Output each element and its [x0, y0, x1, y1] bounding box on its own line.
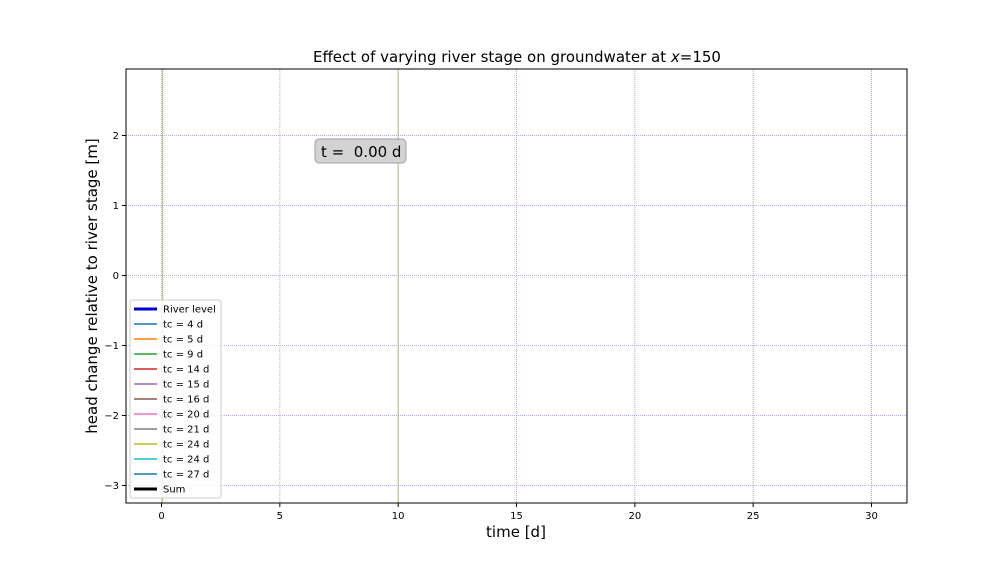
legend-label: tc = 14 d: [163, 365, 209, 376]
y-tick-label: −3: [104, 481, 119, 492]
legend-item: tc = 20 d: [134, 410, 209, 421]
time-annotation-text: t = 0.00 d: [321, 143, 401, 161]
y-tick-label: −2: [104, 411, 119, 422]
time-annotation: t = 0.00 d: [314, 138, 407, 164]
legend-label: tc = 9 d: [163, 350, 203, 361]
legend-item: tc = 4 d: [134, 320, 203, 331]
legend-items: River level tc = 4 d tc = 5 d tc = 9 d tc = …: [134, 305, 216, 496]
legend-label: tc = 16 d: [163, 395, 209, 406]
time-annotation-box: [314, 138, 407, 164]
x-tick-label: 0: [158, 511, 164, 522]
legend-label: tc = 24 d: [163, 455, 209, 466]
legend-item: River level: [134, 305, 216, 316]
legend-item: tc = 5 d: [134, 335, 203, 346]
y-tick-label: 0: [113, 271, 119, 282]
x-tick-label: 10: [392, 511, 405, 522]
x-tick-label: 5: [277, 511, 283, 522]
y-tick-label: 1: [113, 201, 119, 212]
legend-item: tc = 9 d: [134, 350, 203, 361]
x-tick-label: 25: [747, 511, 760, 522]
legend-label: tc = 21 d: [163, 425, 209, 436]
legend-item: tc = 24 d: [134, 455, 209, 466]
y-tick-label: 2: [113, 131, 119, 142]
legend: River level tc = 4 d tc = 5 d tc = 9 d tc = …: [129, 299, 222, 499]
legend-label: tc = 15 d: [163, 380, 209, 391]
x-axis-title: time [d]: [486, 523, 546, 541]
legend-item: Sum: [134, 485, 185, 496]
legend-label: tc = 4 d: [163, 320, 203, 331]
legend-label: tc = 27 d: [163, 470, 209, 481]
grid-horizontal: [126, 135, 907, 486]
plot-area: [125, 68, 908, 504]
legend-item: tc = 14 d: [134, 365, 209, 376]
legend-item: tc = 21 d: [134, 425, 209, 436]
chart-title: Effect of varying river stage on groundw…: [313, 48, 721, 66]
x-axis: 0 5 10 15 20 25 30: [158, 503, 878, 522]
legend-label: River level: [163, 305, 216, 316]
legend-label: Sum: [163, 485, 185, 496]
legend-item: tc = 27 d: [134, 470, 209, 481]
legend-label: tc = 20 d: [163, 410, 209, 421]
x-tick-label: 30: [865, 511, 878, 522]
y-axis-title: head change relative to river stage [m]: [83, 138, 101, 433]
legend-label: tc = 24 d: [163, 440, 209, 451]
legend-box: [129, 299, 222, 499]
legend-item: tc = 15 d: [134, 380, 209, 391]
x-tick-label: 15: [510, 511, 523, 522]
y-tick-label: −1: [104, 341, 119, 352]
y-axis: −3 −2 −1 0 1 2: [104, 131, 126, 492]
legend-item: tc = 24 d: [134, 440, 209, 451]
x-tick-label: 20: [628, 511, 641, 522]
legend-item: tc = 16 d: [134, 395, 209, 406]
legend-label: tc = 5 d: [163, 335, 203, 346]
